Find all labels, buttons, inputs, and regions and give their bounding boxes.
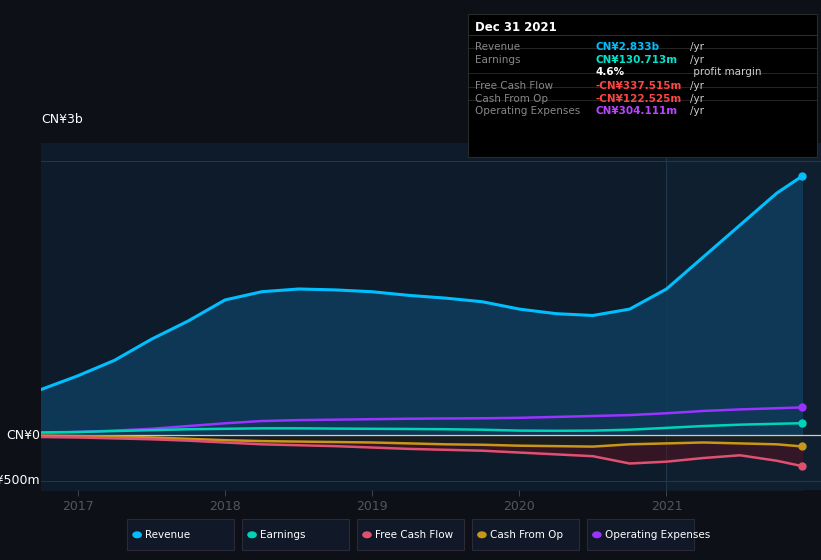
Text: Dec 31 2021: Dec 31 2021 — [475, 21, 557, 34]
Text: CN¥0: CN¥0 — [7, 428, 40, 442]
Text: Earnings: Earnings — [260, 530, 305, 540]
Text: Cash From Op: Cash From Op — [475, 94, 548, 104]
Text: Revenue: Revenue — [475, 42, 520, 52]
Text: Free Cash Flow: Free Cash Flow — [475, 81, 553, 91]
Text: Earnings: Earnings — [475, 55, 520, 65]
Text: Free Cash Flow: Free Cash Flow — [375, 530, 453, 540]
Text: -CN¥337.515m: -CN¥337.515m — [595, 81, 681, 91]
Text: CN¥2.833b: CN¥2.833b — [595, 42, 659, 52]
Text: /yr: /yr — [690, 42, 704, 52]
Text: /yr: /yr — [690, 55, 704, 65]
Text: profit margin: profit margin — [690, 67, 761, 77]
Text: Operating Expenses: Operating Expenses — [605, 530, 710, 540]
Text: CN¥3b: CN¥3b — [41, 113, 83, 126]
Text: Operating Expenses: Operating Expenses — [475, 106, 580, 116]
Text: Cash From Op: Cash From Op — [490, 530, 563, 540]
Bar — [667, 143, 821, 490]
Text: /yr: /yr — [690, 81, 704, 91]
Text: CN¥130.713m: CN¥130.713m — [595, 55, 677, 65]
Text: CN¥304.111m: CN¥304.111m — [595, 106, 677, 116]
Text: Revenue: Revenue — [145, 530, 190, 540]
Text: /yr: /yr — [690, 94, 704, 104]
Text: -CN¥122.525m: -CN¥122.525m — [595, 94, 681, 104]
Text: -CN¥500m: -CN¥500m — [0, 474, 40, 487]
Text: 4.6%: 4.6% — [595, 67, 624, 77]
Text: /yr: /yr — [690, 106, 704, 116]
